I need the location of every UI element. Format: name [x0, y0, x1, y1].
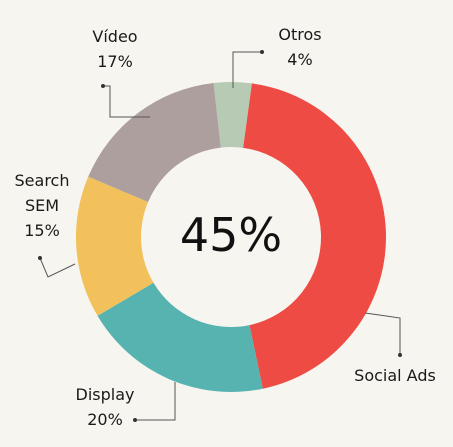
value-label: 4% [287, 50, 313, 69]
label: Search SEM 15% [2, 168, 82, 243]
slice [243, 83, 386, 389]
category-label: Vídeo [92, 27, 138, 46]
leader-line [135, 382, 176, 421]
label: Display 20% [55, 382, 155, 432]
category-label: Otros [278, 25, 322, 44]
category-label: Social Ads [354, 366, 436, 385]
leader-lines [39, 51, 401, 421]
leader-line [364, 312, 401, 355]
leader-dot [398, 353, 402, 357]
leader-dot [260, 50, 264, 54]
slice [88, 82, 221, 202]
slice [76, 176, 154, 316]
leader-line [103, 85, 150, 118]
leader-dot [38, 256, 42, 260]
label: Social Ads [345, 363, 445, 388]
slice [97, 282, 263, 392]
leader-line [39, 257, 76, 278]
slice [213, 82, 252, 148]
value-label: 20% [87, 410, 123, 429]
leader-line [232, 51, 262, 88]
center-label: 45% [179, 208, 283, 262]
label: Otros 4% [250, 22, 350, 72]
label: Vídeo 17% [65, 24, 165, 74]
donut [76, 82, 386, 392]
category-label: Display [75, 385, 135, 404]
leader-dots [38, 50, 402, 422]
value-label: 15% [24, 221, 60, 240]
leader-dot [101, 84, 105, 88]
value-label: 17% [97, 52, 133, 71]
leader-dot [133, 418, 137, 422]
category-label: Search SEM [14, 171, 70, 215]
